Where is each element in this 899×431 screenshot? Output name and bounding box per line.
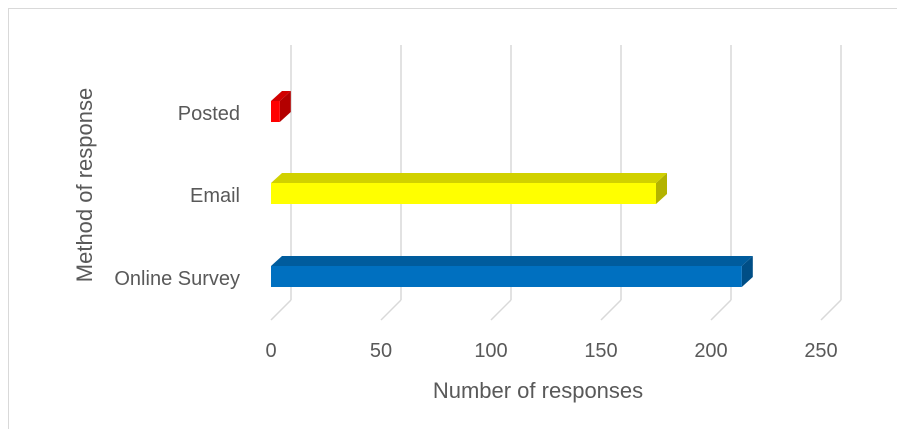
x-tick-label: 200 (694, 340, 727, 362)
bar-side (656, 173, 667, 204)
x-tick-label: 250 (804, 340, 837, 362)
bars (271, 91, 753, 287)
x-tick-label: 150 (584, 340, 617, 362)
floor-gridline (490, 299, 512, 321)
chart-frame (8, 8, 897, 429)
floor-gridline (710, 299, 732, 321)
bar-side (279, 91, 291, 122)
y-tick-label: Online Survey (114, 268, 240, 290)
bar-top (271, 256, 753, 266)
bar (271, 266, 742, 287)
x-tick-label: 0 (265, 340, 276, 362)
floor-gridline (380, 299, 402, 321)
bar-side (741, 256, 753, 287)
y-tick-label: Email (190, 185, 240, 207)
x-axis-title: Number of responses (433, 378, 643, 403)
y-axis-title: Method of response (72, 88, 97, 282)
x-tick-labels: 0 50 100 150 200 250 (265, 340, 837, 362)
bar (271, 101, 280, 122)
x-tick-label: 100 (474, 340, 507, 362)
floor-gridline (270, 299, 292, 321)
y-tick-label: Posted (178, 103, 240, 125)
bar-top (271, 91, 291, 101)
bar (271, 183, 656, 204)
x-tick-label: 50 (370, 340, 392, 362)
floor-gridline (820, 299, 842, 321)
floor-gridline (600, 299, 622, 321)
bar-top (271, 173, 667, 183)
y-tick-labels: Posted Email Online Survey (114, 103, 240, 290)
